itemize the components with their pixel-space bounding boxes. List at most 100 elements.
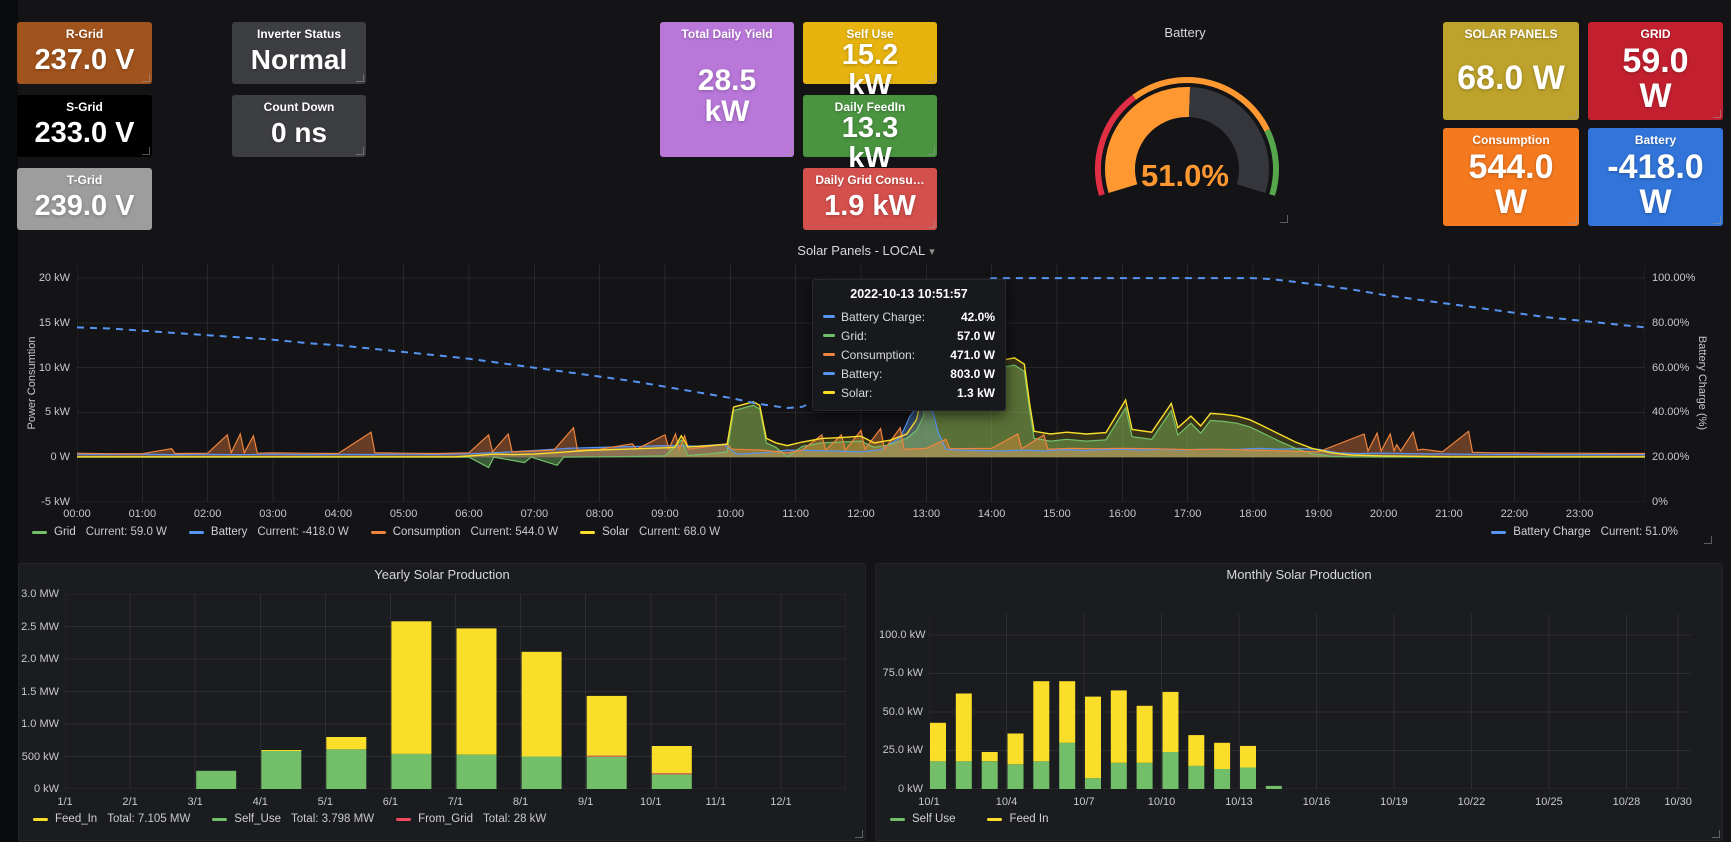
legend-item[interactable]: Feed_In Total: 7.105 MW — [33, 813, 190, 825]
x-tick-label: 10/4 — [996, 796, 1017, 808]
stat-title: Inverter Status — [232, 22, 366, 41]
series-color-dash — [823, 372, 835, 375]
panel-resize-handle[interactable] — [142, 74, 150, 82]
panel-title[interactable]: Solar Panels - LOCAL▾ — [18, 243, 1714, 258]
x-tick-label: 11:00 — [782, 508, 809, 520]
x-tick-label: 10/30 — [1664, 796, 1692, 808]
panel-title-text: Monthly Solar Production — [1226, 567, 1371, 582]
legend-item[interactable]: Self_UseTotal: 3.798 MW — [212, 813, 374, 825]
legend-color-dash — [371, 531, 386, 534]
battery-gauge — [1080, 22, 1290, 225]
panel-resize-handle[interactable] — [142, 147, 150, 155]
x-tick-label: 10/1 — [918, 796, 939, 808]
bar-chart-canvas[interactable] — [929, 614, 1691, 789]
panel-resize-handle[interactable] — [356, 74, 364, 82]
x-tick-label: 03:00 — [259, 508, 287, 520]
panel-resize-handle[interactable] — [1569, 110, 1577, 118]
tooltip-row: Battery Charge:42.0% — [823, 307, 995, 326]
stat-title: SOLAR PANELS — [1443, 22, 1579, 41]
legend-label: Feed_In — [55, 813, 97, 825]
x-tick-label: 02:00 — [194, 508, 222, 520]
panel-title[interactable]: Yearly Solar Production — [19, 567, 865, 582]
x-tick-label: 23:00 — [1566, 508, 1594, 520]
panel-resize-handle[interactable] — [784, 147, 792, 155]
legend-item[interactable]: Self Use — [890, 813, 965, 825]
legend-color-dash — [580, 531, 595, 534]
legend-item[interactable]: BatteryCurrent: -418.0 W — [189, 526, 349, 538]
y-tick-label: 500 kW — [15, 751, 59, 763]
y-tick-label-right: 100.00% — [1652, 272, 1695, 284]
panel-resize-handle[interactable] — [927, 220, 935, 228]
x-tick-label: 19:00 — [1305, 508, 1333, 520]
gauge-value: 51.0% — [1080, 158, 1290, 194]
x-tick-label: 20:00 — [1370, 508, 1398, 520]
stat-panel-daily-grid-consumption: Daily Grid Consu… 1.9 kW — [803, 168, 937, 230]
stat-title: Total Daily Yield — [660, 22, 794, 41]
panel-resize-handle[interactable] — [1569, 216, 1577, 224]
legend-item[interactable]: SolarCurrent: 68.0 W — [580, 526, 720, 538]
panel-resize-handle[interactable] — [356, 147, 364, 155]
bar-segment-feed-in — [1059, 681, 1075, 743]
bar-segment-feed-in — [1137, 706, 1153, 763]
stat-value: 28.5 kW — [660, 41, 794, 157]
x-tick-label: 08:00 — [586, 508, 614, 520]
bar-segment-feed-in — [1240, 746, 1256, 768]
bar-segment-self_use — [587, 757, 627, 790]
panel-resize-handle[interactable] — [927, 147, 935, 155]
panel-resize-handle[interactable] — [1713, 110, 1721, 118]
x-tick-label: 1/1 — [57, 796, 72, 808]
panel-title-text: Solar Panels - LOCAL — [797, 243, 925, 258]
panel-resize-handle[interactable] — [927, 74, 935, 82]
y-tick-label: 2.5 MW — [15, 621, 59, 633]
panel-resize-handle[interactable] — [142, 220, 150, 228]
y-tick-label-right: 80.00% — [1652, 317, 1689, 329]
stat-title: Daily Grid Consu… — [803, 168, 937, 187]
x-tick-label: 10/7 — [1073, 796, 1094, 808]
stat-panel-count-down: Count Down 0 ns — [232, 95, 366, 157]
panel-resize-handle[interactable] — [1280, 215, 1288, 223]
panel-resize-handle[interactable] — [1704, 536, 1712, 544]
legend-value: Current: -418.0 W — [257, 526, 348, 538]
x-tick-label: 6/1 — [383, 796, 398, 808]
x-tick-label: 8/1 — [513, 796, 528, 808]
legend-value: Total: 7.105 MW — [107, 813, 190, 825]
bar-segment-self-use — [1266, 786, 1282, 789]
stat-title: Count Down — [232, 95, 366, 114]
x-tick-label: 12/1 — [770, 796, 791, 808]
chart-tooltip: 2022-10-13 10:51:57 Battery Charge:42.0%… — [812, 279, 1006, 411]
x-tick-label: 05:00 — [390, 508, 418, 520]
x-tick-label: 15:00 — [1043, 508, 1071, 520]
legend-item[interactable]: GridCurrent: 59.0 W — [32, 526, 167, 538]
panel-resize-handle[interactable] — [1712, 830, 1720, 838]
stat-panel-r-grid: R-Grid 237.0 V — [17, 22, 152, 84]
bar-chart-svg — [65, 594, 846, 789]
legend-label: Battery Charge — [1513, 526, 1590, 538]
y-tick-label-left: 5 kW — [22, 406, 70, 418]
stat-title: R-Grid — [17, 22, 152, 41]
legend-item[interactable]: Battery ChargeCurrent: 51.0% — [1491, 526, 1678, 538]
stat-title: Battery — [1588, 128, 1723, 147]
panel-resize-handle[interactable] — [855, 830, 863, 838]
bar-segment-feed_in — [587, 696, 627, 756]
legend-item[interactable]: ConsumptionCurrent: 544.0 W — [371, 526, 558, 538]
y-tick-label: 1.5 MW — [15, 686, 59, 698]
legend-value: Total: 3.798 MW — [291, 813, 374, 825]
tooltip-row: Solar:1.3 kW — [823, 383, 995, 402]
panel-title[interactable]: Monthly Solar Production — [876, 567, 1722, 582]
bar-segment-feed-in — [956, 694, 972, 762]
stat-value: 544.0 W — [1443, 147, 1579, 226]
bar-segment-feed-in — [1008, 734, 1024, 765]
legend-color-dash — [987, 818, 1002, 821]
legend-item[interactable]: From_GridTotal: 28 kW — [396, 813, 546, 825]
stat-panel-solar-panels: SOLAR PANELS 68.0 W — [1443, 22, 1579, 120]
y-tick-label: 75.0 kW — [879, 667, 923, 679]
bar-segment-self-use — [1008, 764, 1024, 789]
legend-item[interactable]: Feed In — [987, 813, 1058, 825]
bar-chart-canvas[interactable] — [65, 594, 846, 789]
bar-segment-self_use — [522, 757, 562, 790]
bar-segment-from_grid — [587, 756, 627, 757]
series-color-dash — [823, 334, 835, 337]
legend-label: Grid — [54, 526, 76, 538]
stat-panel-daily-feedin: Daily FeedIn 13.3 kW — [803, 95, 937, 157]
panel-resize-handle[interactable] — [1713, 216, 1721, 224]
